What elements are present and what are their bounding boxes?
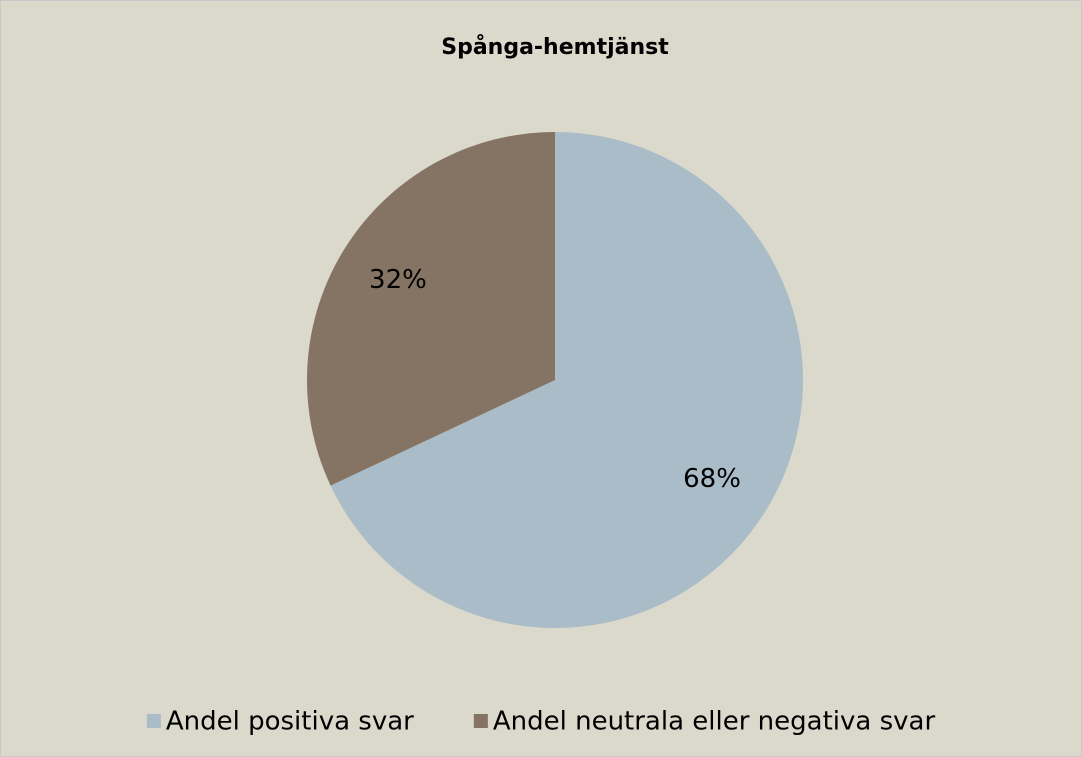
data-label: 32% bbox=[369, 265, 427, 295]
pie-slice bbox=[307, 132, 555, 486]
legend-swatch bbox=[473, 714, 488, 728]
pie-slice bbox=[330, 132, 804, 628]
chart-title: Spånga-hemtjänst bbox=[441, 34, 669, 60]
data-label: 68% bbox=[683, 464, 741, 494]
legend-swatch bbox=[146, 714, 161, 728]
legend-label: Andel neutrala eller negativa svar bbox=[493, 707, 936, 737]
legend-label: Andel positiva svar bbox=[166, 707, 414, 737]
